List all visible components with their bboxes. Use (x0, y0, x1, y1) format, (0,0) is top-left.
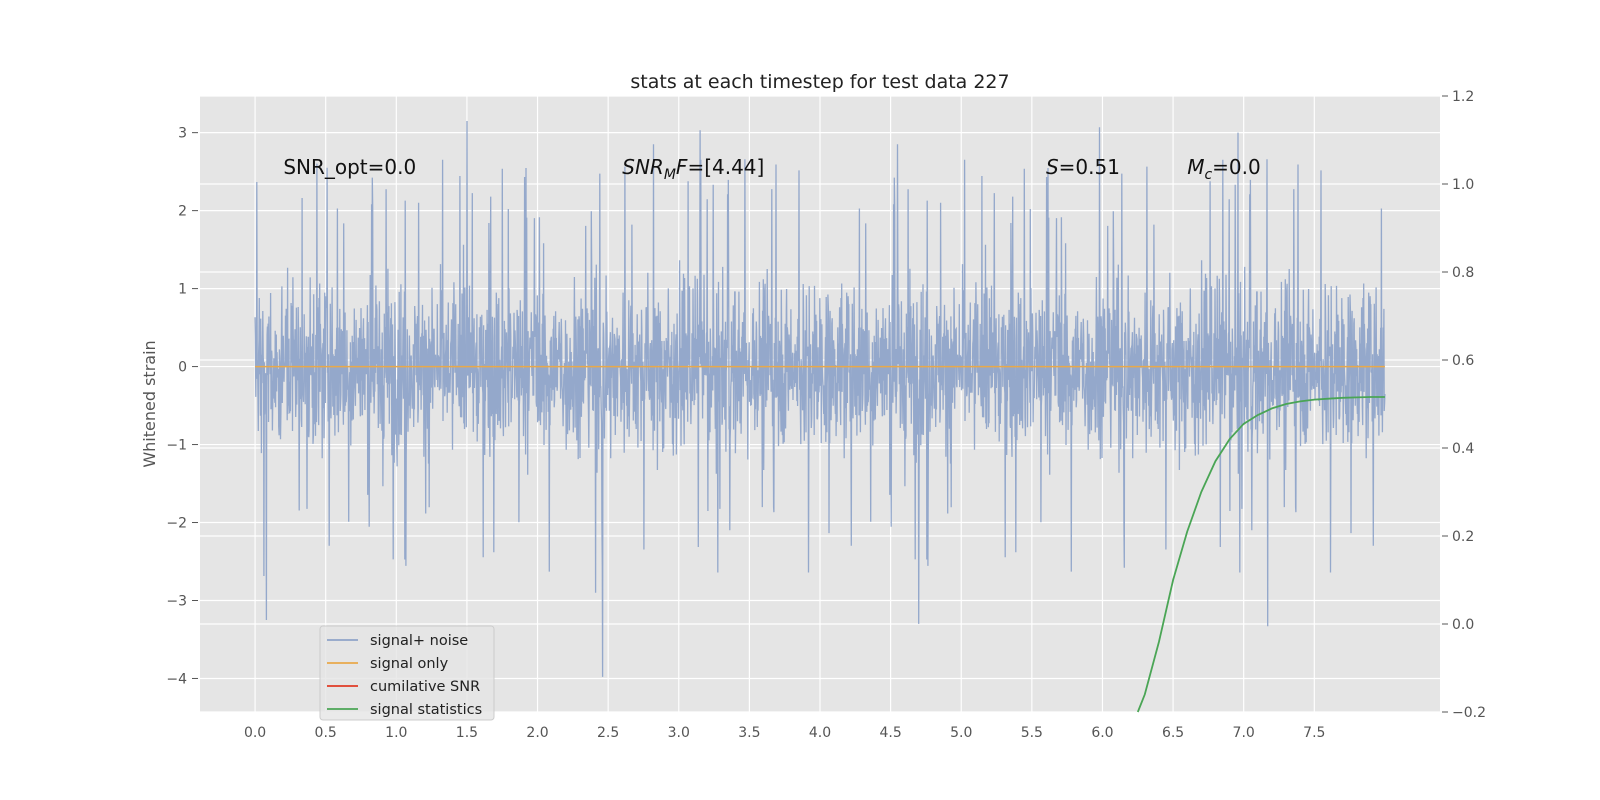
annotation-snr-mf: SNRMF=[4.44] (622, 155, 764, 183)
y2-tick-label: 0.6 (1452, 353, 1474, 369)
x-tick-label: 3.5 (738, 725, 760, 741)
legend-items: signal+ noise signal only cumilative SNR si… (327, 633, 482, 718)
y2-tick-label: −0.2 (1452, 705, 1486, 721)
y2-tick-label: 0.8 (1452, 265, 1474, 281)
x-tick-label: 2.0 (526, 725, 548, 741)
y2-tick-label: 0.0 (1452, 617, 1474, 633)
annotation-layer: SNR_opt=0.0 SNRMF=[4.44] S=0.51 Mc=0.0 (283, 155, 1260, 183)
line-series-layer (255, 365, 1385, 713)
annotation-snr-mf-f: F (676, 155, 688, 179)
y-tick-label: −4 (166, 671, 187, 687)
annotation-snr-mf-rest: =[4.44] (687, 155, 764, 179)
y-tick-label: −1 (166, 438, 187, 454)
annotation-mc-value: =0.0 (1212, 155, 1261, 179)
annotation-s-symbol: S (1046, 155, 1059, 179)
y-axis-label: Whitened strain (140, 340, 159, 467)
y2-tick-label: 0.4 (1452, 441, 1474, 457)
chart-title: stats at each timestep for test data 227 (630, 71, 1009, 93)
y2-tick-label: 1.0 (1452, 177, 1474, 193)
annotation-s: S=0.51 (1046, 155, 1120, 179)
series-signal-statistics-line (1136, 396, 1385, 713)
noise-series-layer (254, 120, 1386, 677)
tick-layer: 0.0 0.5 1.0 1.5 2.0 2.5 3.0 3.5 4.0 4.5 5.0 5.5 6.0 6… (166, 89, 1486, 741)
y-tick-label: −2 (166, 516, 187, 532)
x-tick-label: 5.5 (1021, 725, 1043, 741)
annotation-mc-symbol: M (1187, 155, 1204, 179)
legend-box (319, 625, 495, 721)
x-tick-label: 3.0 (668, 725, 690, 741)
y2-tick-label: 1.2 (1452, 89, 1474, 105)
y-tick-label: 1 (178, 282, 187, 298)
x-tick-label: 5.0 (950, 725, 972, 741)
x-tick-label: 1.5 (456, 725, 478, 741)
series-signal-noise-line (254, 120, 1386, 677)
y-tick-label: 3 (178, 126, 187, 142)
x-tick-label: 1.0 (385, 725, 407, 741)
y2-tick-label: 0.2 (1452, 529, 1474, 545)
x-tick-label: 0.5 (315, 725, 337, 741)
x-tick-label: 2.5 (597, 725, 619, 741)
annotation-snr-mf-sub: M (664, 167, 676, 183)
x-tick-label: 7.5 (1303, 725, 1325, 741)
annotation-snr-mf-base: SNR (622, 155, 664, 179)
y-tick-label: 0 (178, 360, 187, 376)
y-tick-label: −3 (166, 593, 187, 609)
legend-label: signal+ noise (370, 633, 468, 649)
x-tick-label: 4.0 (809, 725, 831, 741)
y-tick-label: 2 (178, 204, 187, 220)
legend: signal+ noise signal only cumilative SNR si… (319, 625, 495, 721)
legend-label: signal statistics (370, 702, 482, 718)
x-tick-label: 4.5 (879, 725, 901, 741)
x-tick-label: 0.0 (244, 725, 266, 741)
annotation-snr-opt: SNR_opt=0.0 (283, 155, 416, 179)
annotation-s-value: =0.51 (1059, 155, 1120, 179)
annotation-mc: Mc=0.0 (1187, 155, 1261, 183)
x-tick-label: 6.5 (1162, 725, 1184, 741)
legend-label: cumilative SNR (370, 679, 480, 695)
annotation-mc-sub: c (1204, 167, 1212, 183)
x-tick-label: 7.0 (1233, 725, 1255, 741)
legend-label: signal only (370, 656, 449, 672)
x-tick-label: 6.0 (1091, 725, 1113, 741)
